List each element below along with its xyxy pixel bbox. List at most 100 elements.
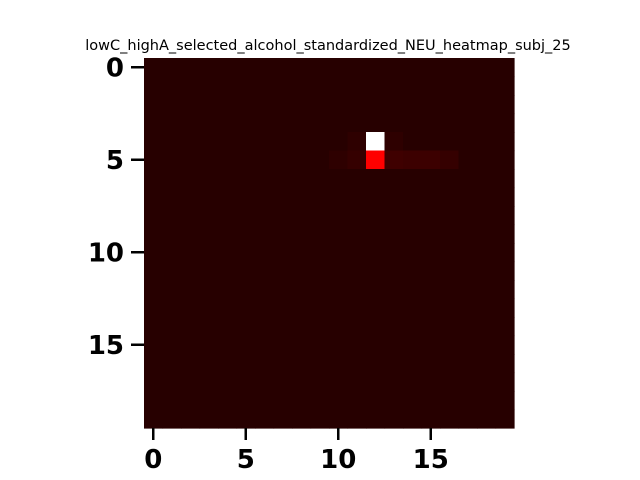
heatmap-cell [292, 243, 312, 263]
heatmap-cell [199, 280, 219, 300]
heatmap-cell [292, 113, 312, 133]
heatmap-cell [347, 261, 367, 281]
heatmap-cell [440, 261, 460, 281]
heatmap-cell [495, 169, 515, 189]
heatmap-cell [495, 354, 515, 374]
heatmap-cell [440, 280, 460, 300]
heatmap-cell [255, 261, 275, 281]
heatmap-cell [403, 354, 423, 374]
heatmap-cell [181, 409, 201, 429]
heatmap-cell [347, 76, 367, 96]
heatmap-cell [384, 76, 404, 96]
heatmap-cell [181, 243, 201, 263]
heatmap-cell [255, 132, 275, 152]
heatmap-cell [458, 409, 478, 429]
heatmap-cell [384, 354, 404, 374]
heatmap-cell [144, 354, 164, 374]
heatmap-cell [255, 298, 275, 318]
heatmap-cell [421, 372, 441, 392]
heatmap-cell [329, 95, 349, 115]
y-tick-label: 10 [88, 238, 124, 268]
heatmap-cell [440, 298, 460, 318]
heatmap-cell [199, 335, 219, 355]
heatmap-cell [384, 261, 404, 281]
heatmap-cell [144, 243, 164, 263]
heatmap-cell [421, 58, 441, 78]
heatmap-cell [255, 150, 275, 170]
heatmap-cell [329, 132, 349, 152]
heatmap-cell [347, 298, 367, 318]
heatmap-cell [310, 335, 330, 355]
heatmap-cell [384, 113, 404, 133]
heatmap-cell [292, 187, 312, 207]
heatmap-cell [199, 150, 219, 170]
heatmap-cell [421, 280, 441, 300]
heatmap-cell [347, 187, 367, 207]
heatmap-cell [329, 409, 349, 429]
heatmap-cell [384, 95, 404, 115]
heatmap-cell [384, 317, 404, 337]
heatmap-cell [199, 224, 219, 244]
heatmap-cell [366, 224, 386, 244]
heatmap-cell [236, 58, 256, 78]
heatmap-cell [495, 132, 515, 152]
heatmap-cell [440, 95, 460, 115]
heatmap-cell [477, 58, 497, 78]
heatmap-cell [403, 335, 423, 355]
heatmap-cell [162, 298, 182, 318]
heatmap-cell [329, 372, 349, 392]
heatmap-cell [255, 335, 275, 355]
heatmap-cell [310, 206, 330, 226]
heatmap-cell [366, 243, 386, 263]
heatmap-cell [218, 243, 238, 263]
heatmap-cell [236, 206, 256, 226]
heatmap-cell [384, 335, 404, 355]
heatmap-cell [292, 391, 312, 411]
heatmap-cell [347, 206, 367, 226]
heatmap-cell [495, 95, 515, 115]
heatmap-cell [162, 169, 182, 189]
heatmap-cell [292, 169, 312, 189]
heatmap-cell [403, 113, 423, 133]
heatmap-cell [236, 409, 256, 429]
heatmap-cell [218, 113, 238, 133]
heatmap-cell [403, 76, 423, 96]
heatmap-cell [384, 409, 404, 429]
heatmap-cell [144, 409, 164, 429]
heatmap-cell [421, 113, 441, 133]
heatmap-cell [329, 206, 349, 226]
x-tick-label: 15 [413, 445, 449, 475]
heatmap-cell [347, 150, 367, 170]
heatmap-cell [403, 95, 423, 115]
heatmap-cell [255, 113, 275, 133]
heatmap-cell [199, 58, 219, 78]
heatmap-cell [199, 243, 219, 263]
heatmap-cell [329, 280, 349, 300]
heatmap-cell [440, 409, 460, 429]
heatmap-cell [218, 187, 238, 207]
heatmap-cell [162, 243, 182, 263]
heatmap-cell [477, 187, 497, 207]
heatmap-cell [440, 391, 460, 411]
y-axis: 0 5 10 15 [88, 53, 144, 361]
heatmap-cell [255, 187, 275, 207]
heatmap-cell [347, 132, 367, 152]
heatmap-cell [218, 317, 238, 337]
heatmap-cell [181, 150, 201, 170]
heatmap-cell [255, 95, 275, 115]
heatmap-cell [310, 298, 330, 318]
heatmap-cell [403, 298, 423, 318]
heatmap-cell [255, 224, 275, 244]
x-tick-label: 10 [320, 445, 356, 475]
heatmap-cell [421, 132, 441, 152]
heatmap-cell [477, 169, 497, 189]
heatmap-cell [273, 317, 293, 337]
y-tick-label: 15 [88, 331, 124, 361]
heatmap-cell [144, 317, 164, 337]
heatmap-cell [310, 169, 330, 189]
heatmap-cell [440, 224, 460, 244]
heatmap-cell [181, 206, 201, 226]
heatmap-cell [236, 187, 256, 207]
heatmap-cell [181, 317, 201, 337]
heatmap-cell [440, 132, 460, 152]
